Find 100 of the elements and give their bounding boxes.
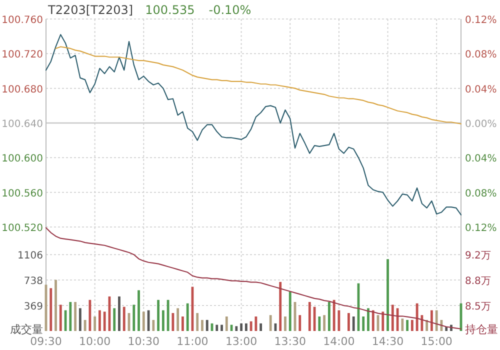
bar [445, 326, 448, 331]
bar [391, 304, 394, 331]
bar [348, 313, 350, 331]
y2-tick-label: 0.12% [465, 223, 497, 234]
bar [323, 315, 326, 331]
bar [367, 308, 370, 331]
bar [176, 308, 180, 331]
bar [132, 304, 136, 331]
bar [406, 320, 408, 331]
bar [328, 302, 330, 331]
y-tick-label: 100.520 [2, 223, 43, 234]
y2-tick-label: 9.2万 [465, 250, 491, 262]
bar [318, 316, 321, 331]
y-tick-label: 1106 [18, 250, 43, 262]
bar [142, 312, 145, 331]
y2-tick-label: 0.12% [465, 15, 497, 26]
bar [157, 300, 160, 331]
bar [98, 310, 101, 331]
y-tick-label: 100.760 [2, 15, 43, 26]
bar [240, 323, 242, 331]
bar [410, 320, 414, 331]
y2-tick-label: 0.08% [465, 188, 497, 200]
y-tick-label: 100.640 [2, 119, 43, 130]
x-tick-label: 10:00 [78, 335, 111, 348]
x-tick-label: 14:30 [372, 335, 404, 348]
bar [430, 310, 433, 331]
bar [50, 288, 52, 331]
bar [435, 310, 438, 331]
bar [254, 316, 258, 331]
x-tick-label: 09:30 [30, 335, 62, 348]
bar [206, 320, 208, 331]
bar [59, 304, 62, 331]
text: -0.10% [208, 3, 252, 17]
bar [284, 316, 286, 331]
bar [88, 300, 92, 331]
bar [118, 296, 120, 331]
bar [352, 316, 355, 331]
chart-title: T2203[T2203] [47, 3, 134, 17]
bar [332, 300, 336, 331]
x-tick-label: 13:30 [274, 335, 306, 348]
bar [260, 323, 262, 331]
bar [244, 323, 248, 331]
y2-tick-label: 0.04% [465, 84, 497, 96]
bar [338, 310, 340, 331]
y2-tick-label: 0.04% [465, 154, 497, 165]
x-tick-label: 15:00 [420, 335, 452, 348]
y-tick-label: 100.680 [2, 84, 43, 96]
y-axis-title: 成交量 [10, 323, 43, 336]
bar [420, 315, 424, 331]
y2-tick-label: 0.08% [465, 50, 497, 61]
bar [220, 324, 223, 331]
bar [269, 315, 272, 331]
bar [94, 316, 96, 331]
bar [78, 308, 82, 331]
bar [103, 312, 106, 331]
bar [74, 302, 76, 331]
x-tick-label: 11:00 [176, 335, 208, 348]
bar [113, 308, 116, 331]
bar [250, 321, 252, 331]
bar [362, 316, 365, 331]
y2-tick-label: 8.5万 [465, 302, 491, 313]
bar [279, 282, 282, 331]
bar [84, 320, 86, 331]
line-series [45, 227, 462, 330]
bar [162, 310, 164, 331]
bar [372, 310, 374, 331]
bar [216, 324, 218, 331]
bar [386, 259, 389, 331]
y2-axis-title: 持仓量 [465, 323, 498, 336]
bar [235, 326, 238, 331]
y-tick-label: 100.720 [2, 50, 43, 61]
bar [401, 318, 404, 331]
bar [196, 313, 199, 331]
y-tick-label: 369 [24, 302, 43, 312]
line-series [55, 46, 462, 124]
bar [138, 290, 140, 331]
line-series [45, 34, 462, 216]
bar [308, 302, 311, 331]
bar [54, 280, 57, 331]
y2-tick-label: 8.8万 [465, 276, 491, 288]
bar [172, 313, 174, 331]
bar [298, 315, 302, 331]
bar [182, 316, 184, 331]
y2-tick-label: 0.00% [465, 119, 497, 130]
x-tick-label: 10:30 [128, 335, 160, 348]
bar [186, 303, 189, 331]
chart-subtitle: 100.535 [145, 3, 195, 17]
y-tick-label: 738 [24, 276, 43, 287]
y-tick-label: 100.560 [2, 188, 43, 200]
bar [225, 316, 228, 331]
bar [122, 306, 126, 331]
bar [152, 320, 155, 331]
bar [166, 300, 170, 331]
bar [201, 320, 204, 331]
bar [69, 302, 72, 331]
x-tick-label: 13:00 [225, 335, 258, 348]
x-tick-label: 14:00 [323, 335, 355, 348]
bar [416, 303, 418, 331]
bar [288, 292, 292, 331]
bar [382, 312, 384, 331]
